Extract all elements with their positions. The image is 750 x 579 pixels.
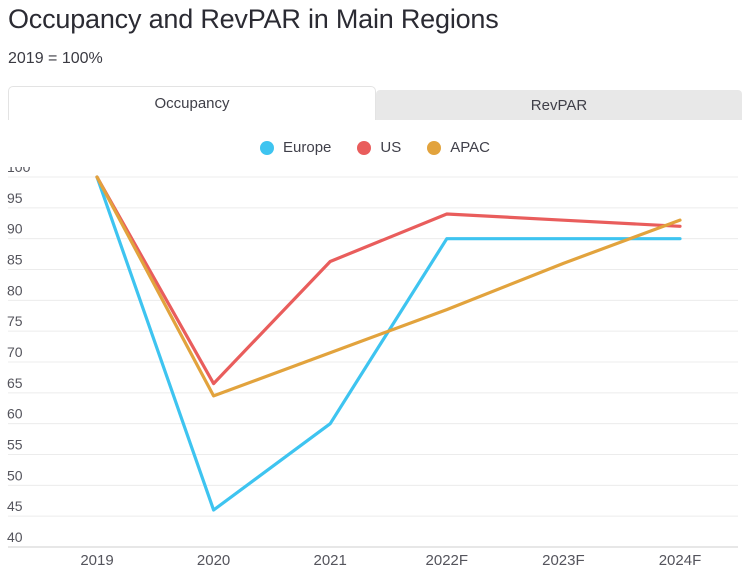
legend-item-us[interactable]: US — [357, 139, 401, 156]
x-tick-label: 2024F — [659, 552, 702, 569]
legend-item-europe[interactable]: Europe — [260, 139, 331, 156]
y-tick-label: 50 — [7, 467, 23, 483]
line-chart: 40 45 50 55 60 65 70 75 80 85 90 95 100 2019 2020 2021 2… — [7, 167, 738, 569]
y-tick-label: 45 — [7, 498, 23, 514]
y-tick-label: 60 — [7, 406, 23, 422]
y-tick-label: 90 — [7, 221, 23, 237]
chart-subtitle: 2019 = 100% — [8, 50, 103, 67]
y-tick-label: 65 — [7, 375, 23, 391]
legend-item-apac[interactable]: APAC — [427, 139, 490, 156]
legend-marker-icon — [357, 140, 372, 155]
x-tick-label: 2019 — [80, 552, 113, 569]
y-tick-label: 40 — [7, 529, 23, 545]
y-tick-label: 85 — [7, 252, 23, 268]
y-tick-label: 75 — [7, 313, 23, 329]
legend-label: US — [380, 139, 402, 156]
series-line-apac — [95, 175, 682, 398]
y-tick-label: 100 — [7, 167, 31, 175]
y-tick-label: 95 — [7, 190, 23, 206]
legend-label: APAC — [450, 139, 490, 156]
x-tick-label: 2020 — [197, 552, 230, 569]
y-tick-label: 70 — [7, 344, 23, 360]
legend-marker-icon — [260, 140, 275, 155]
tab-revpar[interactable]: RevPAR — [376, 90, 742, 120]
chart-legend: Europe US APAC — [0, 139, 750, 156]
page-title: Occupancy and RevPAR in Main Regions — [8, 4, 499, 34]
legend-marker-icon — [427, 140, 442, 155]
x-tick-label: 2022F — [426, 552, 469, 569]
y-tick-label: 55 — [7, 437, 23, 453]
series-line-us — [95, 175, 682, 386]
x-tick-label: 2021 — [314, 552, 347, 569]
tab-bar: Occupancy RevPAR — [8, 86, 742, 120]
x-tick-label: 2023F — [542, 552, 585, 569]
tab-occupancy[interactable]: Occupancy — [8, 86, 376, 120]
legend-label: Europe — [283, 139, 332, 156]
y-tick-label: 80 — [7, 282, 23, 298]
